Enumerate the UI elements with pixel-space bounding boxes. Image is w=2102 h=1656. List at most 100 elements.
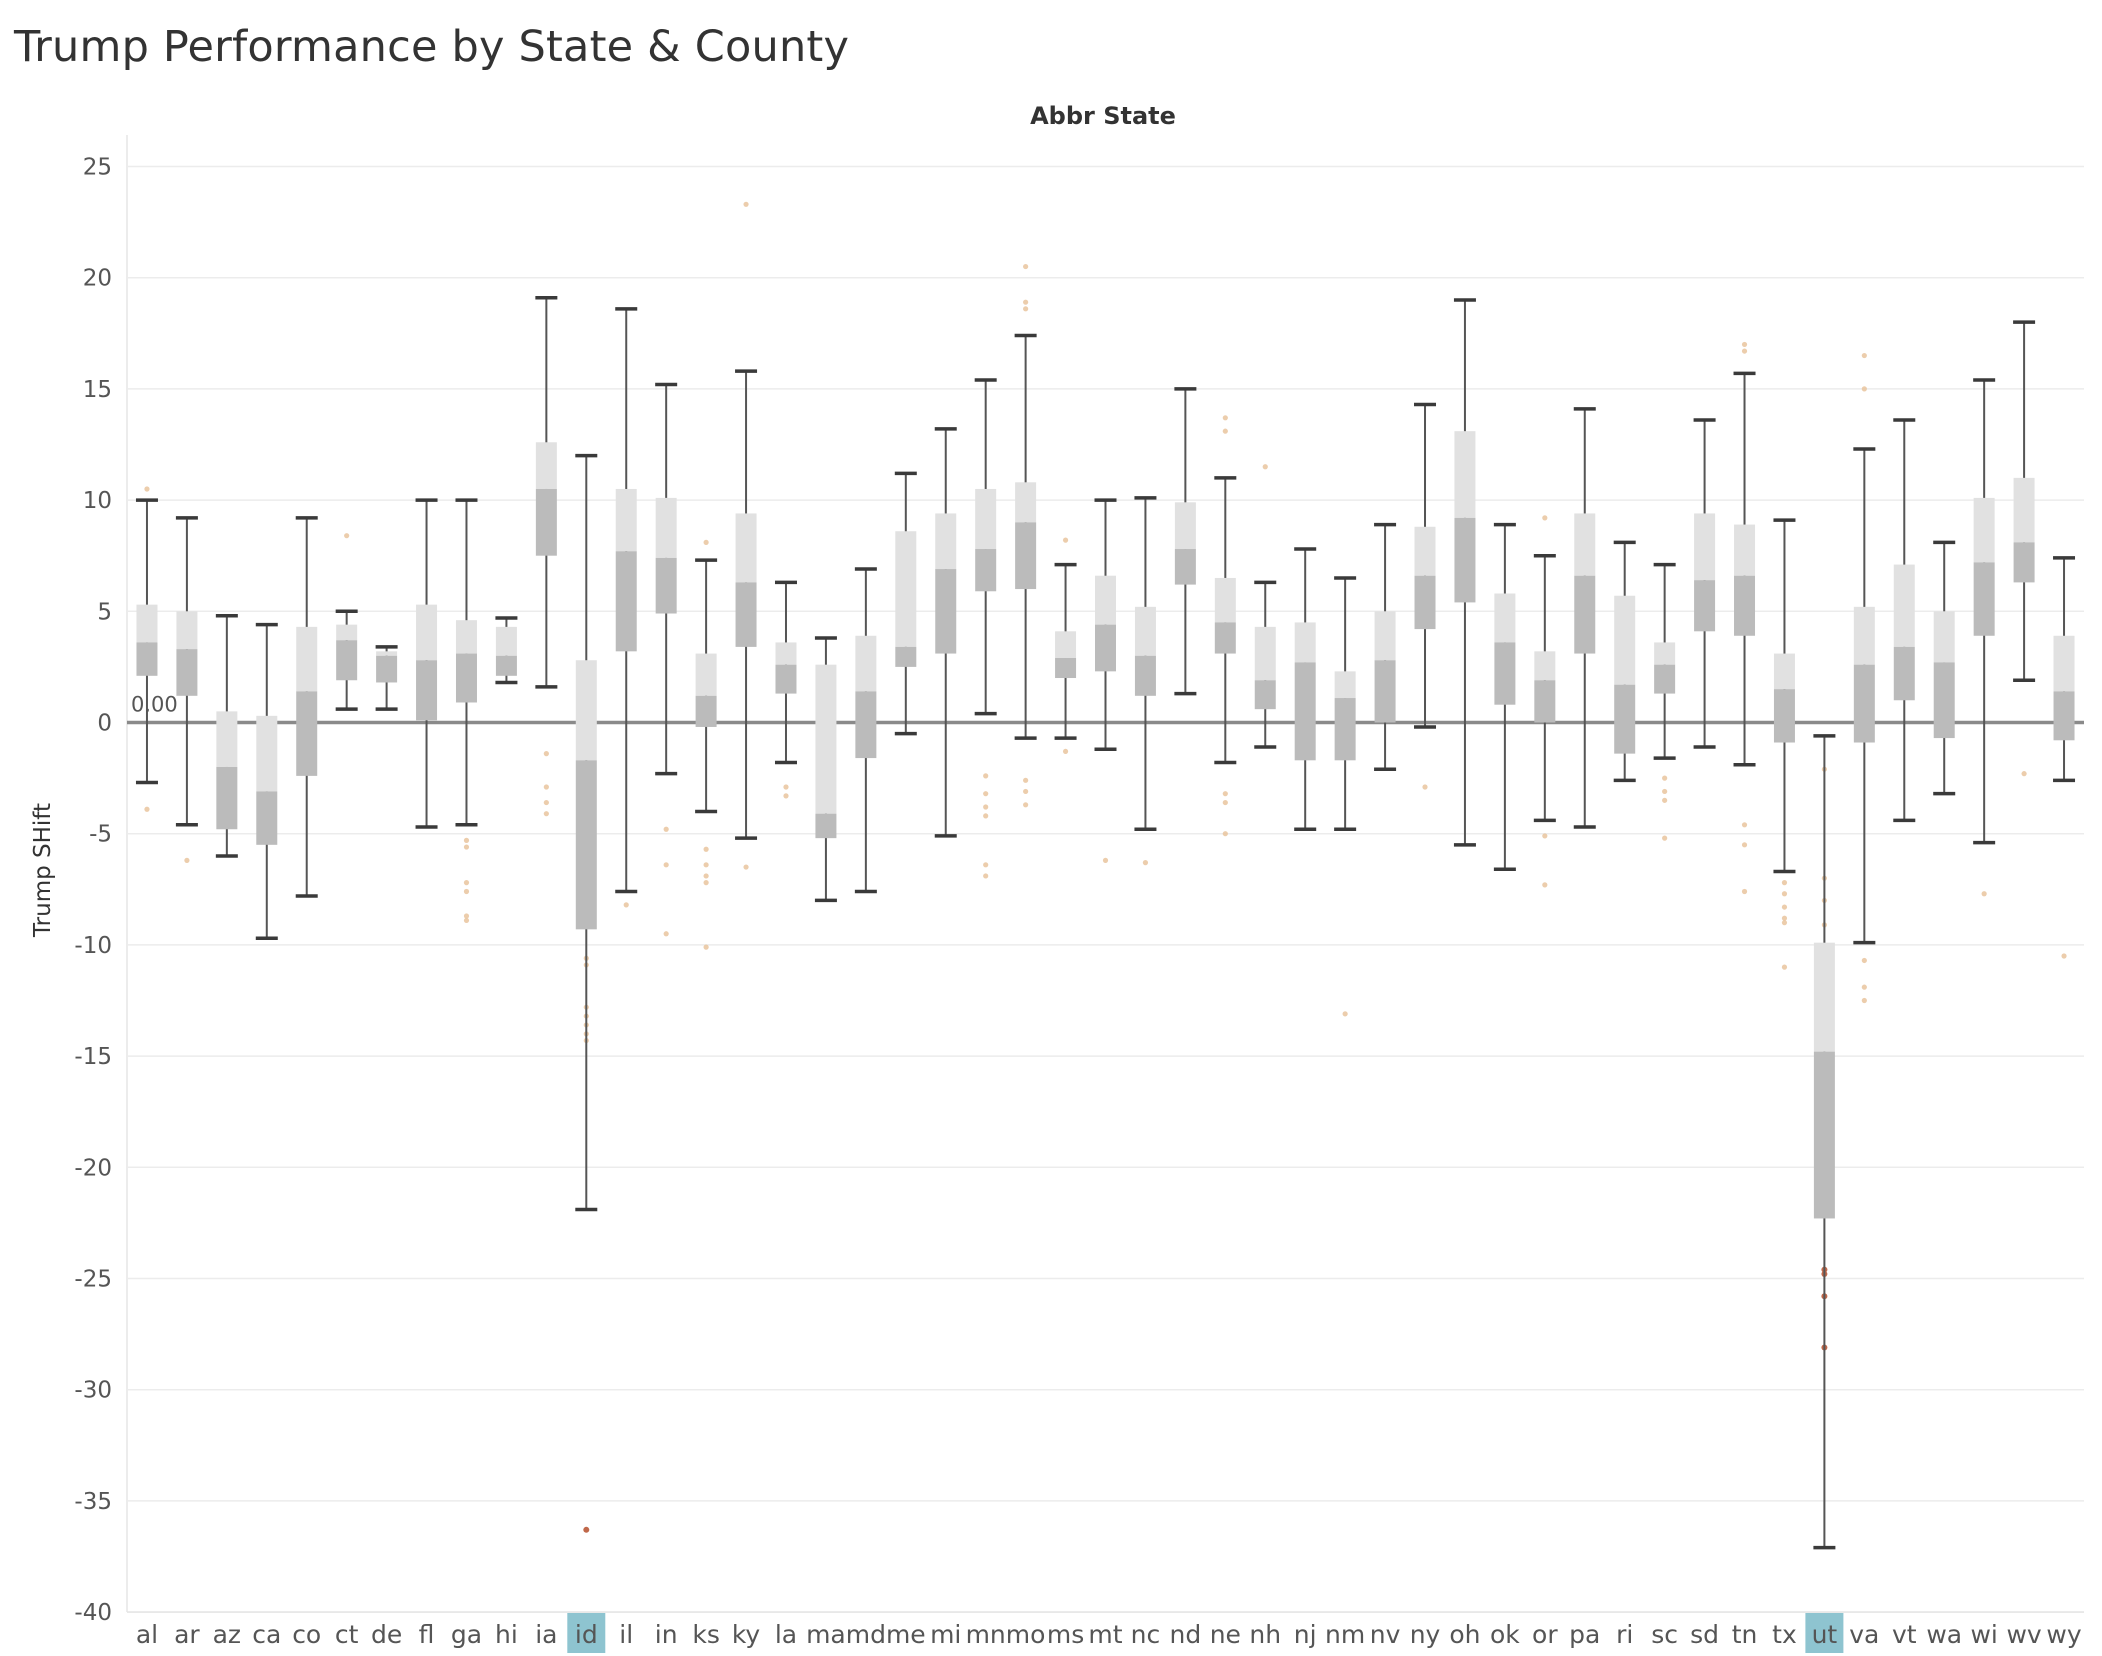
highlight-band-id: [567, 1613, 606, 1653]
x-tick-label-wi: wi: [1970, 1620, 1997, 1649]
outlier-point: [1542, 515, 1548, 521]
box-ga: [455, 498, 478, 924]
x-tick-label-ia: ia: [535, 1620, 557, 1649]
x-tick-label-mn: mn: [966, 1620, 1006, 1649]
x-tick-label-ok: ok: [1490, 1620, 1520, 1649]
box-wy: [2053, 556, 2076, 959]
box-upper: [136, 604, 158, 643]
box-upper: [1773, 653, 1795, 690]
x-tick-label-nv: nv: [1370, 1620, 1401, 1649]
x-tick-label-ky: ky: [732, 1620, 761, 1649]
box-lower: [1095, 624, 1116, 672]
y-tick-label: 15: [83, 377, 112, 403]
outlier-point: [623, 902, 629, 908]
outlier-point: [463, 917, 470, 924]
box-lower: [1134, 655, 1156, 696]
box-upper: [256, 715, 278, 792]
outlier-point: [463, 844, 470, 850]
outlier-point: [703, 873, 709, 879]
x-tick-label-ma: ma: [806, 1620, 846, 1649]
outlier-point: [1741, 842, 1748, 848]
outlier-point: [1222, 428, 1228, 434]
box-upper: [1614, 595, 1636, 685]
outlier-point: [583, 1526, 590, 1533]
box-pa: [1573, 407, 1596, 829]
outlier-point: [1781, 891, 1788, 897]
outlier-point: [543, 799, 549, 806]
box-lower: [416, 660, 438, 721]
box-upper: [495, 626, 517, 656]
box-lower: [735, 582, 757, 647]
x-tick-label-tx: tx: [1772, 1620, 1797, 1649]
outlier-point: [2021, 771, 2027, 777]
outlier-point: [1861, 997, 1867, 1004]
box-lower: [1454, 517, 1476, 603]
box-upper: [1294, 622, 1316, 663]
box-upper: [815, 664, 837, 814]
box-upper: [1334, 671, 1356, 699]
box-lower: [1694, 580, 1716, 632]
x-tick-label-co: co: [292, 1620, 321, 1649]
outlier-point: [1062, 537, 1069, 543]
outlier-point: [184, 857, 190, 863]
box-lower: [535, 488, 557, 556]
box-id: [575, 453, 598, 1533]
outlier-point: [1781, 964, 1788, 970]
x-tick-label-wa: wa: [1926, 1620, 1962, 1649]
outlier-point: [1981, 891, 1987, 897]
outlier-point: [743, 201, 749, 207]
outlier-point: [1023, 777, 1029, 783]
box-upper: [1095, 575, 1116, 625]
box-upper: [695, 653, 717, 696]
box-upper: [895, 531, 917, 647]
box-upper: [975, 488, 997, 550]
box-nv: [1374, 522, 1397, 771]
box-lower: [336, 640, 358, 681]
outlier-point: [1102, 857, 1109, 863]
box-lower: [695, 695, 717, 727]
x-tick-label-ca: ca: [252, 1620, 281, 1649]
box-upper: [1973, 497, 1995, 563]
x-tick-label-vt: vt: [1892, 1620, 1917, 1649]
box-lower: [775, 664, 797, 694]
outlier-point: [2061, 953, 2067, 959]
box-upper: [216, 711, 238, 767]
y-tick-label: -40: [74, 1600, 112, 1626]
y-tick-label: 10: [83, 488, 112, 514]
box-ia: [535, 295, 558, 817]
outlier-point: [1861, 957, 1867, 964]
outlier-point: [663, 931, 669, 937]
outlier-point: [783, 784, 789, 790]
y-axis-title: Trump SHift: [30, 803, 56, 938]
outlier-point: [1062, 748, 1069, 755]
box-upper: [575, 660, 597, 761]
box-lower: [176, 649, 198, 696]
box-hi: [495, 616, 518, 685]
y-tick-label: 0: [97, 711, 112, 737]
outlier-point: [1023, 788, 1029, 795]
outlier-point: [983, 873, 989, 879]
box-ky: [735, 201, 758, 870]
box-lower: [1254, 680, 1276, 710]
box-nm: [1334, 576, 1357, 1017]
x-tick-label-az: az: [213, 1620, 241, 1649]
box-lower: [376, 655, 398, 683]
box-vt: [1893, 418, 1916, 823]
outlier-point: [1222, 415, 1228, 421]
box-nh: [1254, 464, 1277, 749]
box-wv: [2013, 320, 2036, 777]
outlier-point: [1422, 784, 1428, 790]
box-sd: [1693, 418, 1716, 749]
box-upper: [1374, 611, 1396, 661]
box-ks: [695, 539, 718, 950]
x-tick-label-nh: nh: [1249, 1620, 1281, 1649]
x-tick-label-nm: nm: [1325, 1620, 1365, 1649]
x-tick-label-al: al: [136, 1620, 158, 1649]
box-lower: [1214, 622, 1236, 654]
page-title: Trump Performance by State & County: [14, 22, 850, 72]
outlier-point: [703, 944, 709, 950]
x-tick-label-ny: ny: [1410, 1620, 1441, 1649]
box-ct: [335, 533, 358, 711]
outlier-point: [1662, 835, 1668, 841]
outlier-point: [983, 813, 989, 819]
